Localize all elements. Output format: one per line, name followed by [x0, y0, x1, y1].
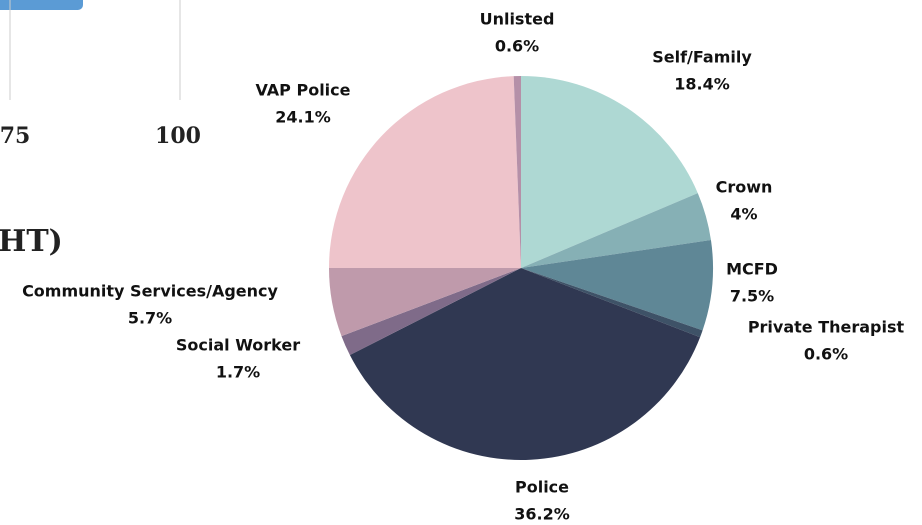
- pie-slice: [521, 268, 703, 338]
- slice-label: Self/Family: [652, 48, 752, 67]
- slice-label: Crown: [716, 178, 773, 197]
- slice-value: 0.6%: [804, 345, 848, 364]
- slice-label: Community Services/Agency: [22, 282, 278, 301]
- slice-label: Private Therapist: [748, 318, 905, 337]
- slice-label: MCFD: [726, 260, 778, 279]
- slice-value: 5.7%: [128, 309, 172, 328]
- pie-slice: [513, 76, 521, 268]
- pie-slice: [329, 76, 521, 268]
- slice-label: Social Worker: [176, 336, 300, 355]
- pie-slice: [341, 268, 521, 356]
- slice-value: 0.6%: [495, 37, 539, 56]
- pie-slice: [521, 240, 713, 331]
- slice-value: 4%: [730, 205, 757, 224]
- slice-value: 24.1%: [275, 108, 331, 127]
- axis-tick: 75: [0, 123, 30, 149]
- button-edge[interactable]: [0, 0, 83, 10]
- slice-label: Police: [515, 478, 569, 497]
- pie-slice: [521, 76, 698, 268]
- heading: HT): [0, 224, 63, 259]
- axis-tick: 100: [155, 123, 201, 149]
- pie-slice: [329, 268, 521, 337]
- pie-slice: [521, 193, 711, 268]
- pie-slice: [349, 268, 701, 460]
- slice-value: 1.7%: [216, 363, 260, 382]
- slice-label: VAP Police: [256, 81, 351, 100]
- slice-value: 18.4%: [674, 75, 730, 94]
- slice-value: 7.5%: [730, 287, 774, 306]
- slice-label: Unlisted: [480, 10, 555, 29]
- slice-value: 36.2%: [514, 505, 570, 524]
